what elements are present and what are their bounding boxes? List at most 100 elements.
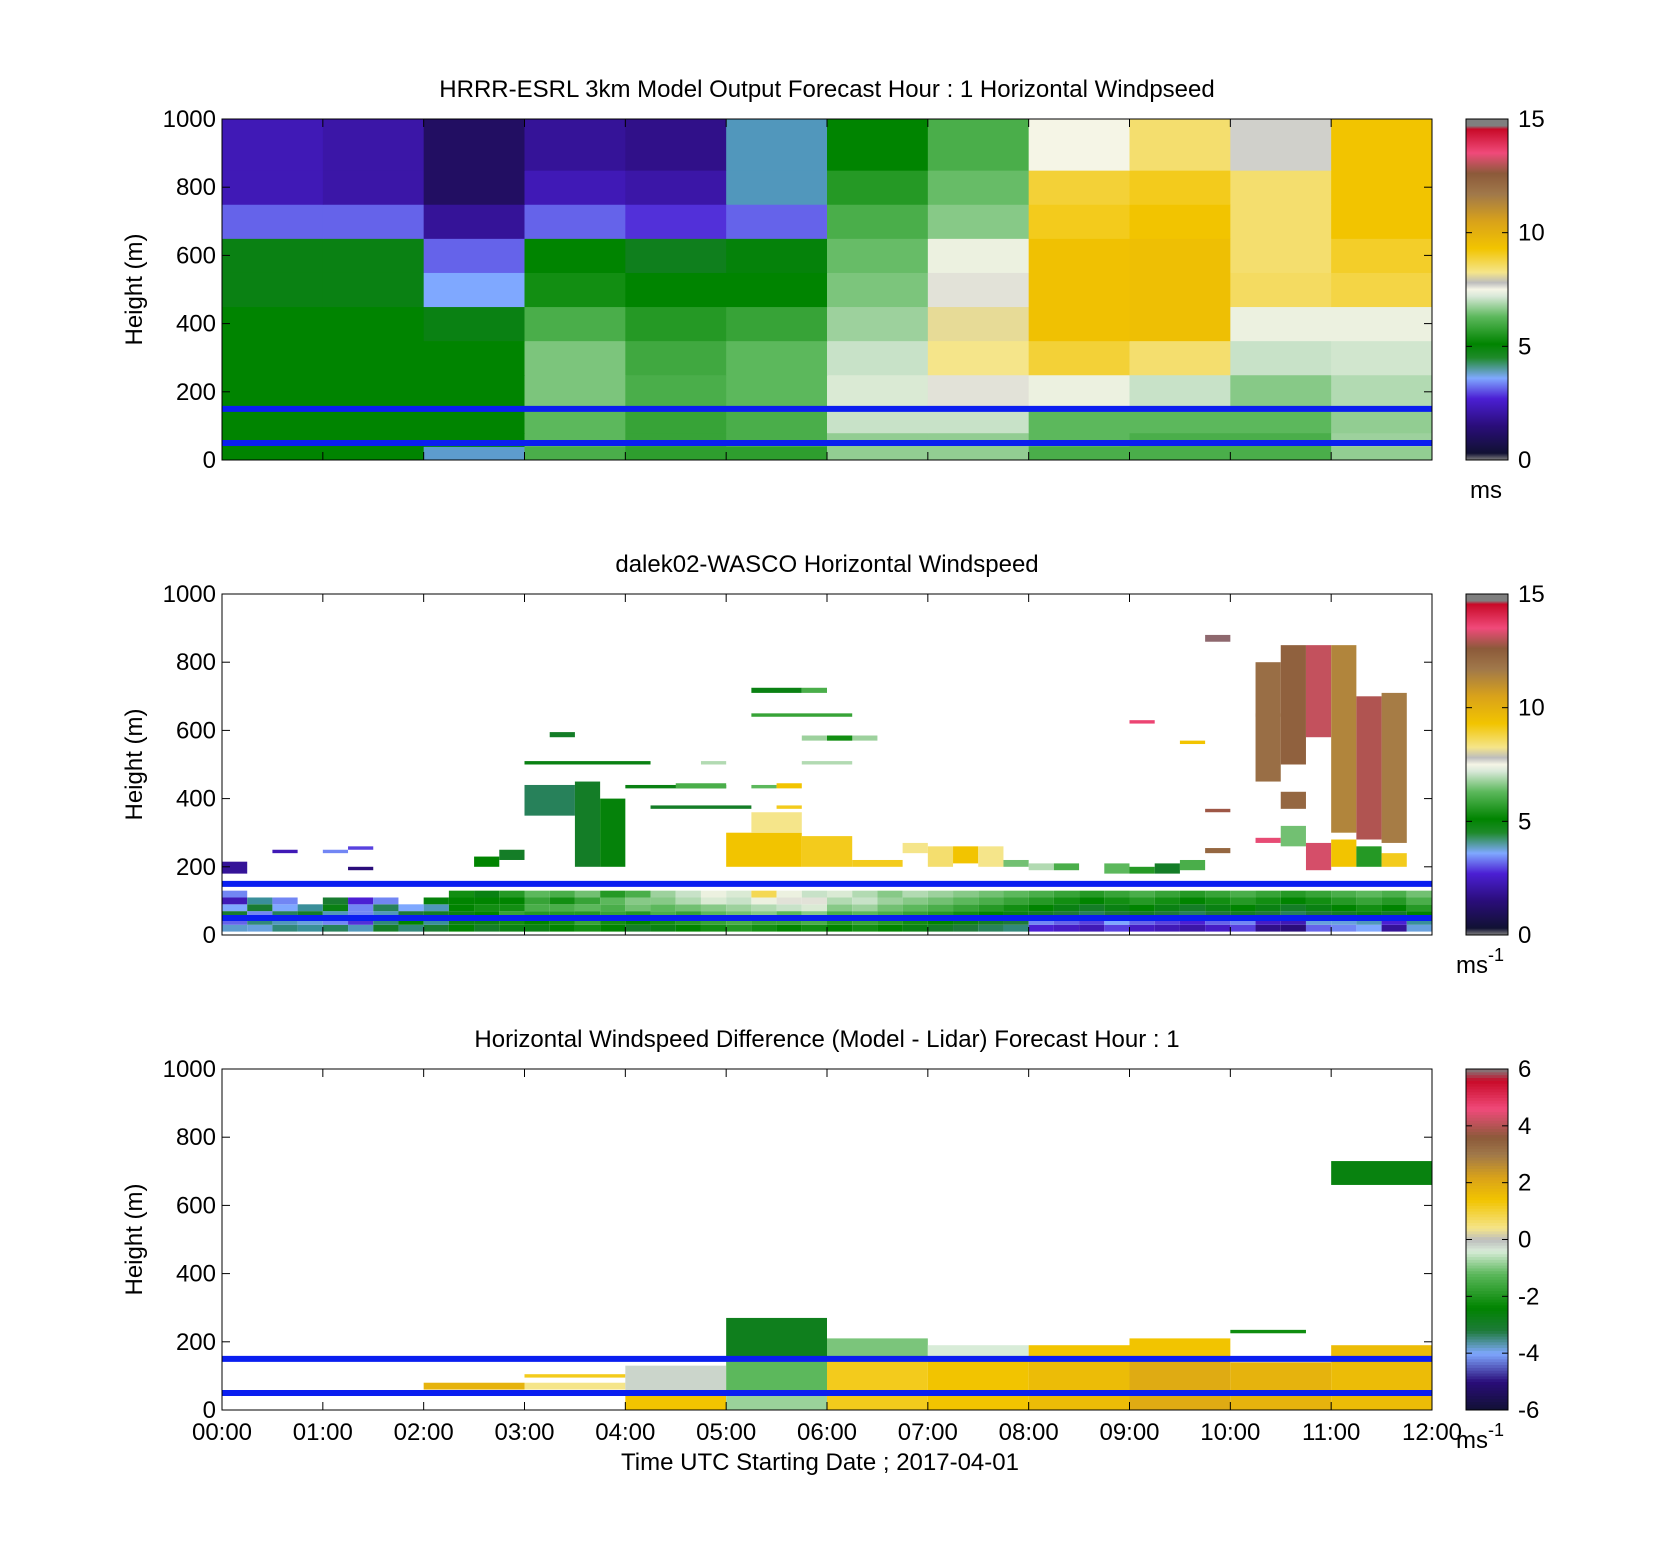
heatmap-cell xyxy=(1280,897,1306,905)
heatmap-cell xyxy=(222,272,324,308)
heatmap-cell xyxy=(1331,1161,1432,1185)
heatmap-cell xyxy=(801,761,853,765)
heatmap-cell xyxy=(222,119,324,171)
colorbar-strip xyxy=(1466,1182,1508,1187)
heatmap-cell xyxy=(625,204,727,239)
heatmap-cell xyxy=(247,924,273,932)
colorbar-strip xyxy=(1466,1267,1508,1272)
heatmap-cell xyxy=(474,911,500,918)
heatmap-cell xyxy=(1028,911,1054,918)
x-tick-label: 01:00 xyxy=(293,1419,353,1446)
colorbar-strip xyxy=(1466,1353,1508,1357)
heatmap-cell xyxy=(1028,272,1130,308)
panel-title: dalek02-WASCO Horizontal Windspeed xyxy=(615,551,1038,578)
colorbar-strip xyxy=(1466,1122,1508,1127)
heatmap-cell xyxy=(675,890,701,898)
heatmap-cell xyxy=(1028,917,1054,925)
heatmap-cell xyxy=(1028,204,1130,239)
heatmap-cell xyxy=(953,897,979,905)
heatmap-cell xyxy=(1305,917,1332,925)
heatmap-cell xyxy=(1028,446,1130,460)
colorbar-strip xyxy=(1466,1293,1508,1297)
heatmap-cell xyxy=(827,917,853,925)
y-tick-label: 1000 xyxy=(163,106,216,133)
heatmap-cell xyxy=(700,911,727,918)
colorbar-strip xyxy=(1466,1196,1508,1201)
colorbar-strip xyxy=(1466,1157,1508,1161)
heatmap-cell xyxy=(726,204,828,239)
colorbar-strip xyxy=(1466,1165,1508,1169)
heatmap-cell xyxy=(1129,1358,1231,1410)
heatmap-cell xyxy=(524,272,626,308)
heatmap-cell xyxy=(524,340,626,376)
heatmap-cell xyxy=(1381,897,1407,905)
heatmap-cell xyxy=(524,306,626,342)
heatmap-cell xyxy=(297,911,323,918)
colorbar-tick-label: 2 xyxy=(1518,1170,1531,1197)
heatmap-cell xyxy=(1305,897,1332,905)
heatmap-cell xyxy=(322,340,425,376)
heatmap-cell xyxy=(1356,897,1382,905)
heatmap-cell xyxy=(751,924,777,932)
colorbar-strip xyxy=(1466,1151,1508,1155)
heatmap-cell xyxy=(625,897,651,905)
heatmap-cell xyxy=(1331,911,1357,918)
heatmap-cell xyxy=(953,924,979,932)
y-tick-label: 200 xyxy=(176,854,216,881)
heatmap-cell xyxy=(625,911,651,918)
colorbar-strip xyxy=(1466,1364,1508,1368)
heatmap-cell xyxy=(272,897,298,905)
colorbar-strip xyxy=(1466,1299,1508,1303)
heatmap-cell xyxy=(423,204,525,239)
heatmap-cell xyxy=(1129,890,1155,898)
heatmap-cell xyxy=(726,917,752,925)
heatmap-cell xyxy=(877,890,903,898)
heatmap-cell xyxy=(902,890,928,898)
colorbar-strip xyxy=(1466,1270,1508,1275)
heatmap-cell xyxy=(1406,917,1432,925)
heatmap-cell xyxy=(222,170,324,205)
heatmap-cell xyxy=(1003,890,1029,898)
colorbar-strip xyxy=(1466,1091,1508,1096)
colorbar-strip xyxy=(1466,1401,1508,1405)
colorbar-strip xyxy=(1466,1208,1508,1212)
heatmap-cell xyxy=(1179,897,1206,905)
heatmap-cell xyxy=(600,917,626,925)
heatmap-cell xyxy=(978,846,1004,867)
heatmap-cell xyxy=(222,446,324,460)
heatmap-cell xyxy=(827,170,929,205)
heatmap-cell xyxy=(1356,696,1382,840)
y-tick-label: 800 xyxy=(176,649,216,676)
heatmap-cell xyxy=(726,446,828,460)
heatmap-cell xyxy=(776,904,802,912)
heatmap-cell xyxy=(1129,204,1231,239)
heatmap-cell xyxy=(1129,340,1231,376)
heatmap-cell xyxy=(625,1365,727,1393)
heatmap-cell xyxy=(1356,917,1382,925)
heatmap-cell xyxy=(423,1382,525,1390)
heatmap-cell xyxy=(625,890,651,898)
heatmap-cell xyxy=(474,897,500,905)
colorbar-tick-label: 4 xyxy=(1518,1113,1531,1140)
heatmap-cell xyxy=(574,911,601,918)
heatmap-cell xyxy=(600,798,626,867)
x-tick-label: 00:00 xyxy=(192,1419,252,1446)
heatmap-cell xyxy=(1129,904,1155,912)
heatmap-cell xyxy=(322,446,425,460)
heatmap-cell xyxy=(1230,238,1332,273)
colorbar-strip xyxy=(1466,1302,1508,1306)
colorbar-strip xyxy=(1466,1390,1508,1394)
y-tick-label: 0 xyxy=(203,1397,216,1424)
heatmap-cell xyxy=(1129,374,1231,410)
heatmap-cell xyxy=(398,917,424,925)
heatmap-cell xyxy=(726,897,752,905)
heatmap-cell xyxy=(726,272,828,308)
heatmap-cell xyxy=(1331,1345,1432,1410)
heatmap-cell xyxy=(1079,904,1105,912)
heatmap-cell xyxy=(751,917,777,925)
heatmap-cell xyxy=(247,917,273,925)
heatmap-cell xyxy=(524,446,626,460)
heatmap-cell xyxy=(524,904,550,912)
heatmap-cell xyxy=(322,204,425,239)
heatmap-cell xyxy=(1028,408,1130,434)
